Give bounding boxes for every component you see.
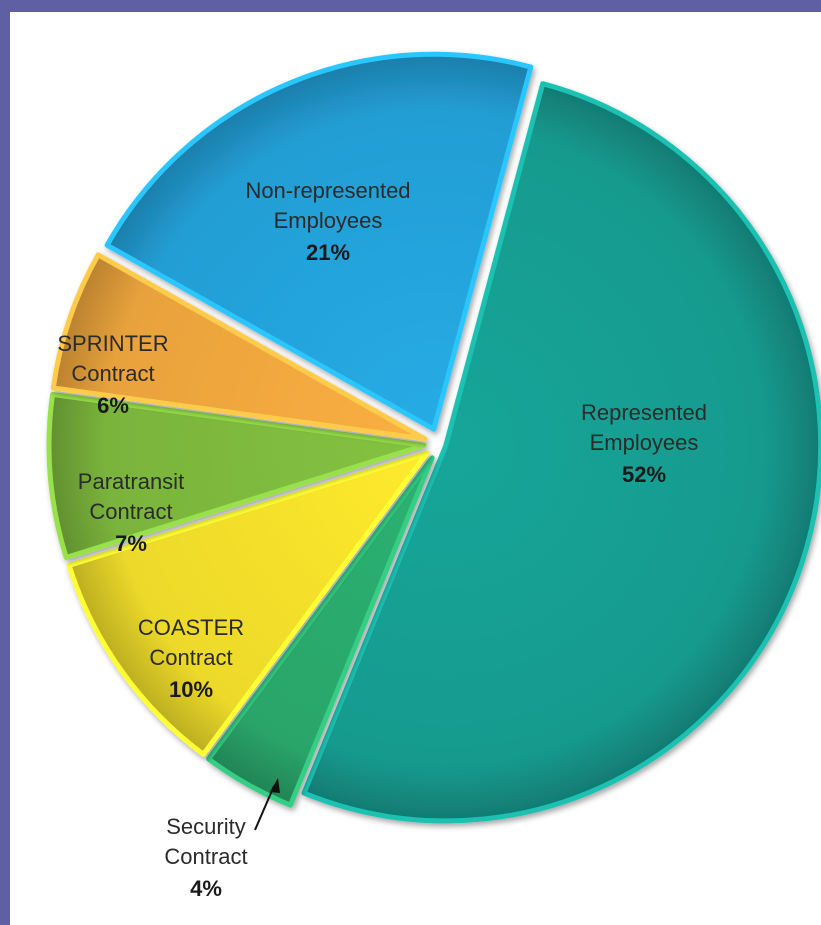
slice-percentage: 6% [97,393,129,418]
slice-percentage: 52% [622,462,666,487]
slice-label-line: Employees [274,208,383,233]
slice-label-line: Contract [89,499,172,524]
slice-percentage: 10% [169,677,213,702]
label-arrow [254,785,275,831]
slice-label-2: COASTER Contract 10% [138,615,244,702]
slice-label-line: Security [166,814,245,839]
slice-label-line: Contract [164,844,247,869]
pie-slice-coaster-contract [66,450,430,757]
pie-slice-security-contract [206,455,435,808]
chart-frame: Represented Employees 52% Security Contract 4… [10,12,821,925]
pie-slice-sprinter-contract [50,252,428,442]
slice-label-line: Non-represented [245,178,410,203]
pie-chart: Represented Employees 52% Security Contract 4… [46,51,821,901]
pie-slice-represented-employees [301,81,821,824]
pie-slice-non-represented-employees [104,51,534,432]
pie-slice-paratransit-contract [46,391,427,560]
label-arrow-head [270,778,280,793]
slice-percentage: 21% [306,240,350,265]
slice-label-line: Represented [581,400,707,425]
slice-label-0: Represented Employees 52% [581,400,707,487]
slice-percentage: 4% [190,876,222,901]
slice-label-1: Security Contract 4% [164,814,247,901]
slice-label-line: Employees [590,430,699,455]
slice-label-3: Paratransit Contract 7% [78,469,184,556]
slice-label-line: Paratransit [78,469,184,494]
slice-label-line: Contract [149,645,232,670]
slice-label-line: SPRINTER [57,331,168,356]
slice-label-line: COASTER [138,615,244,640]
slice-label-line: Contract [71,361,154,386]
slice-label-4: SPRINTER Contract 6% [57,331,168,418]
slice-percentage: 7% [115,531,147,556]
slice-label-5: Non-represented Employees 21% [245,178,410,265]
